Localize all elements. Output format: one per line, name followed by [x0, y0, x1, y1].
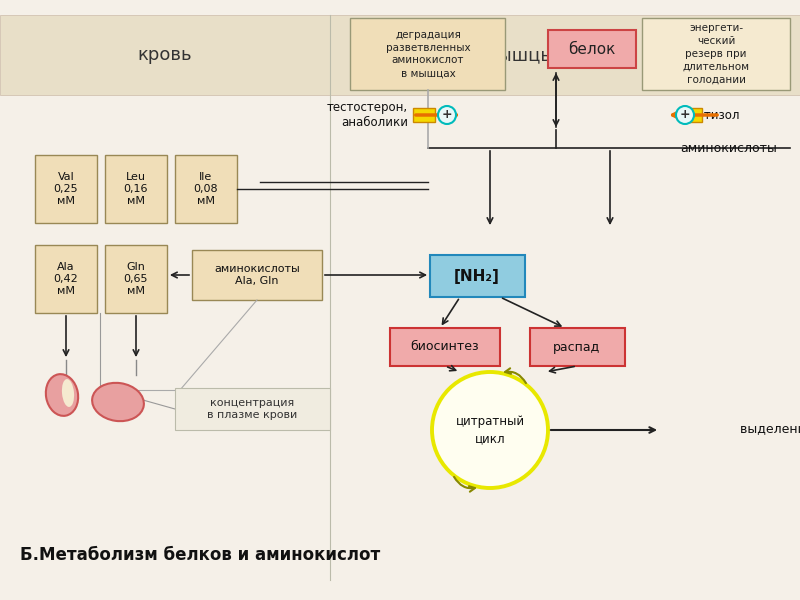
Text: кортизол: кортизол	[682, 109, 740, 121]
Text: деградация
разветвленных
аминокислот
в мышцах: деградация разветвленных аминокислот в м…	[386, 30, 470, 78]
FancyBboxPatch shape	[192, 250, 322, 300]
Text: Б.Метаболизм белков и аминокислот: Б.Метаболизм белков и аминокислот	[20, 546, 380, 564]
Text: мышцы: мышцы	[485, 46, 555, 64]
Text: кровь: кровь	[138, 46, 192, 64]
FancyBboxPatch shape	[642, 18, 790, 90]
Circle shape	[676, 106, 694, 124]
Text: Val
0,25
мМ: Val 0,25 мМ	[54, 172, 78, 206]
Text: аминокислоты
Ala, Gln: аминокислоты Ala, Gln	[214, 264, 300, 286]
Text: выделение энергии: выделение энергии	[740, 424, 800, 437]
Circle shape	[438, 106, 456, 124]
Text: Leu
0,16
мМ: Leu 0,16 мМ	[124, 172, 148, 206]
Text: +: +	[680, 109, 690, 121]
Text: +: +	[442, 109, 452, 121]
FancyBboxPatch shape	[0, 15, 800, 95]
Text: [NH₂]: [NH₂]	[454, 269, 500, 283]
Text: Ala
0,42
мМ: Ala 0,42 мМ	[54, 262, 78, 296]
FancyBboxPatch shape	[548, 30, 636, 68]
FancyBboxPatch shape	[105, 245, 167, 313]
Text: белок: белок	[568, 41, 616, 56]
Text: Gln
0,65
мМ: Gln 0,65 мМ	[124, 262, 148, 296]
Text: цитратный
цикл: цитратный цикл	[455, 415, 525, 445]
FancyBboxPatch shape	[680, 108, 702, 122]
Text: аминокислоты: аминокислоты	[680, 142, 777, 154]
FancyBboxPatch shape	[175, 155, 237, 223]
Text: распад: распад	[554, 340, 601, 353]
FancyBboxPatch shape	[530, 328, 625, 366]
Text: концентрация
в плазме крови: концентрация в плазме крови	[207, 398, 297, 421]
FancyBboxPatch shape	[35, 245, 97, 313]
Ellipse shape	[62, 379, 74, 407]
FancyBboxPatch shape	[35, 155, 97, 223]
Text: биосинтез: биосинтез	[410, 340, 479, 353]
FancyBboxPatch shape	[105, 155, 167, 223]
Text: энергети-
ческий
резерв при
длительном
голодании: энергети- ческий резерв при длительном г…	[682, 23, 750, 85]
FancyBboxPatch shape	[175, 388, 330, 430]
Text: Ile
0,08
мМ: Ile 0,08 мМ	[194, 172, 218, 206]
FancyBboxPatch shape	[413, 108, 435, 122]
FancyBboxPatch shape	[430, 255, 525, 297]
FancyBboxPatch shape	[350, 18, 505, 90]
Text: тестостерон,
анаболики: тестостерон, анаболики	[327, 100, 408, 130]
Circle shape	[432, 372, 548, 488]
FancyBboxPatch shape	[390, 328, 500, 366]
Ellipse shape	[92, 383, 144, 421]
Ellipse shape	[46, 374, 78, 416]
